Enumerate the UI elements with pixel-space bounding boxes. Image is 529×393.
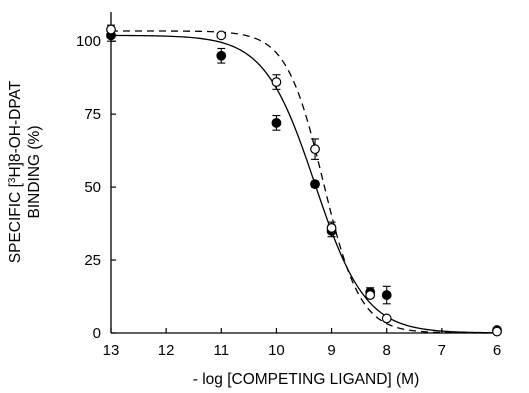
data-point-open — [216, 30, 227, 41]
data-point-open — [310, 144, 320, 155]
x-tick-label: 12 — [158, 342, 175, 359]
y-axis-title-superscript: 3 — [7, 177, 18, 183]
data-point-open — [381, 313, 392, 324]
fit-curve-solid — [110, 34, 498, 334]
data-point-open — [365, 290, 376, 300]
x-axis-ticks: 13 12 11 10 9 8 7 6 — [103, 328, 501, 359]
x-tick-label: 11 — [213, 342, 229, 359]
fit-curves — [110, 30, 498, 334]
y-tick-label: 75 — [84, 106, 101, 123]
plot-area: 13 12 11 10 9 8 7 6 0 25 50 75 100 — [76, 12, 502, 359]
x-axis-title: - log [COMPETING LIGAND] (M) — [193, 371, 420, 388]
data-point-filled — [310, 179, 320, 190]
y-axis-title-line1: SPECIFIC [3H]8-OH-DPAT — [7, 80, 25, 263]
x-tick-label: 10 — [268, 342, 285, 359]
x-tick-label: 6 — [493, 342, 501, 359]
fit-curve-dashed — [111, 30, 498, 334]
data-point-open — [492, 326, 502, 337]
data-point-filled — [216, 50, 227, 61]
y-axis-title-pre: SPECIFIC [ — [7, 182, 24, 263]
y-axis-title-post: H]8-OH-DPAT — [7, 80, 24, 177]
data-point-open — [106, 24, 116, 35]
y-tick-label: 100 — [76, 33, 101, 50]
data-points — [106, 24, 502, 337]
data-point-filled — [271, 117, 282, 128]
data-point-open — [271, 77, 282, 87]
y-tick-label: 25 — [84, 252, 101, 269]
data-point-filled — [381, 290, 392, 300]
x-tick-label: 9 — [327, 342, 335, 359]
x-tick-label: 13 — [103, 342, 120, 359]
y-axis-ticks: 0 25 50 75 100 — [76, 33, 116, 342]
data-point-open — [326, 223, 337, 233]
y-axis-title-line2: BINDING (%) — [26, 126, 43, 219]
x-tick-label: 8 — [383, 342, 391, 359]
y-tick-label: 50 — [84, 179, 101, 196]
x-tick-label: 7 — [438, 342, 446, 359]
y-tick-label: 0 — [93, 325, 101, 342]
